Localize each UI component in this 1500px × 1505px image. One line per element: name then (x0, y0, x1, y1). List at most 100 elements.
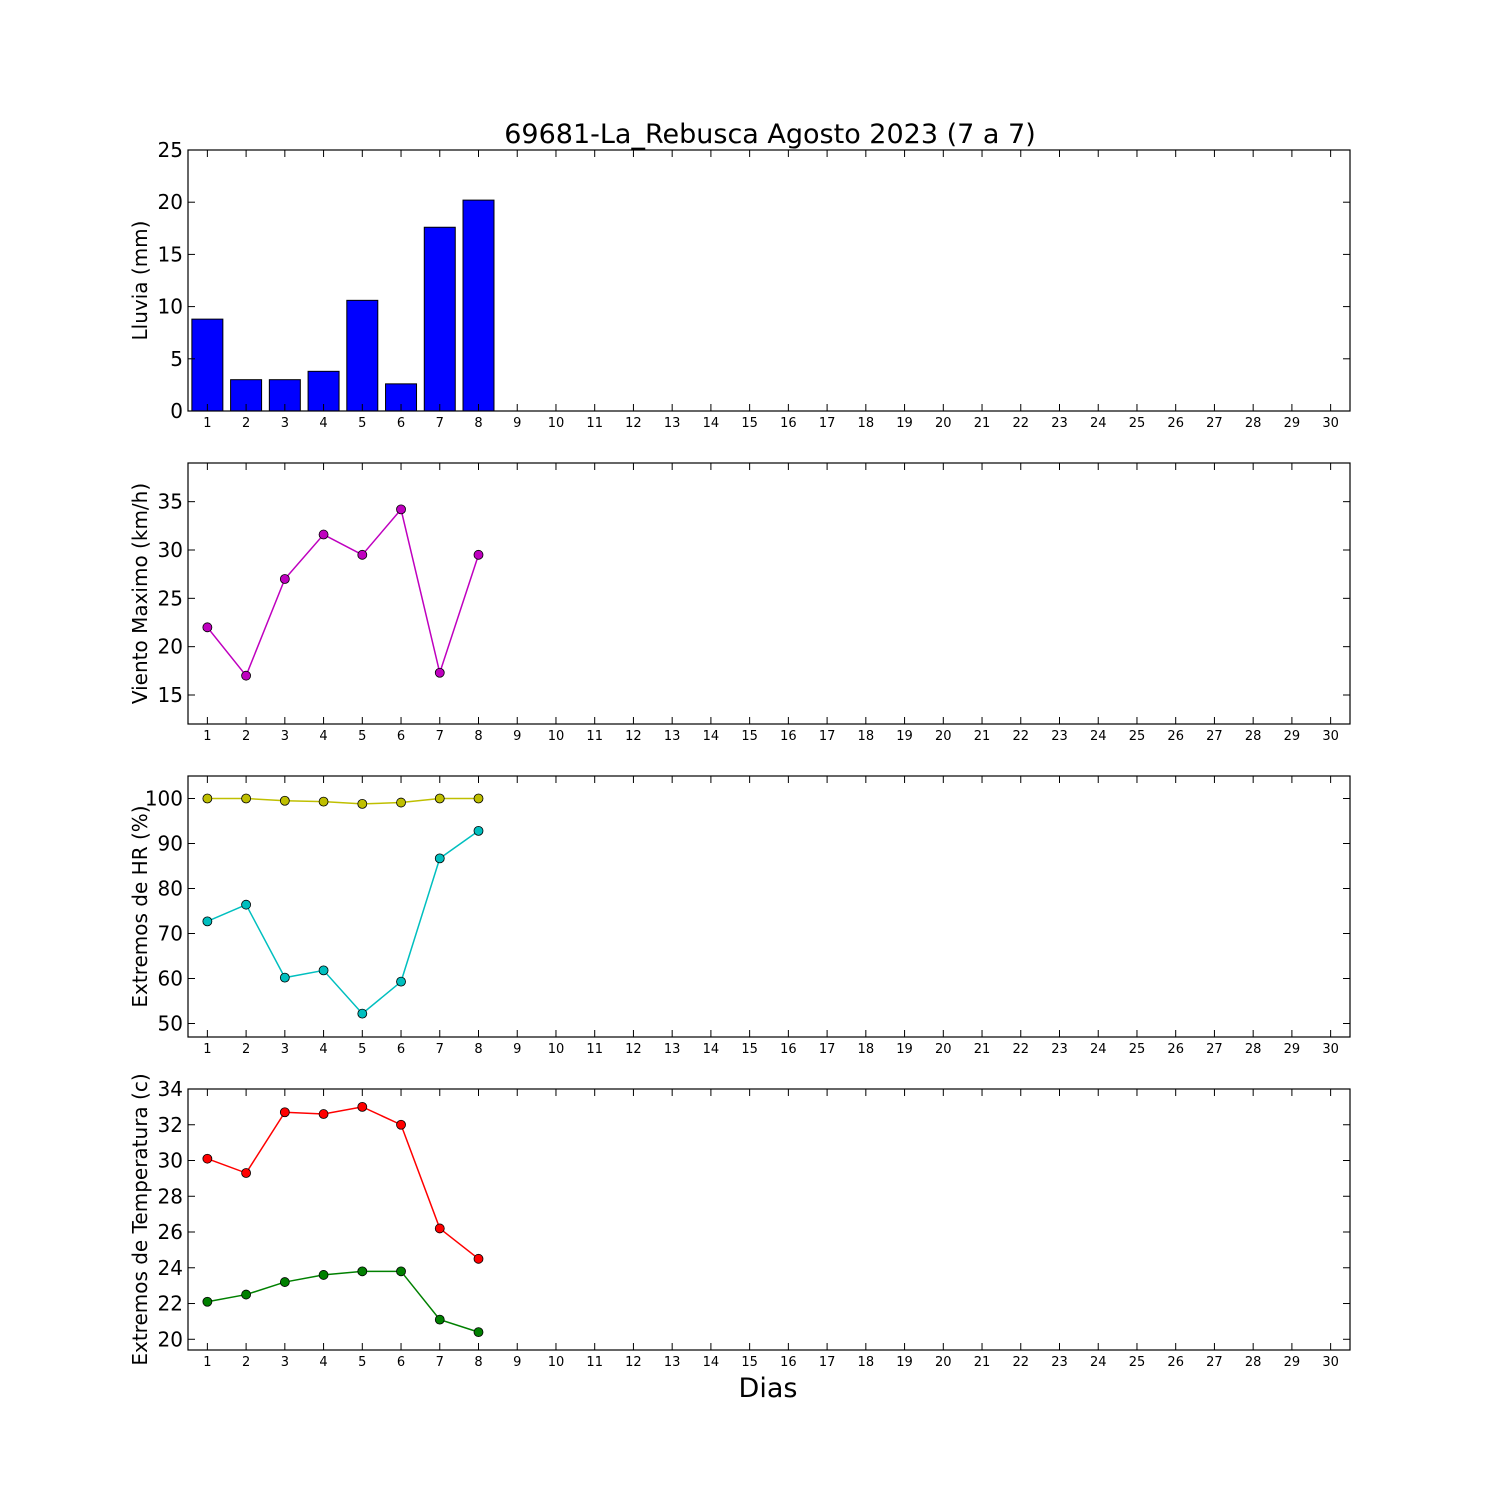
x-tick-label: 12 (625, 729, 642, 744)
x-tick-label: 26 (1167, 1042, 1184, 1057)
y-tick-label: 24 (158, 1256, 183, 1280)
x-tick-label: 5 (358, 416, 366, 431)
x-tick-label: 6 (397, 1042, 405, 1057)
data-point (279, 574, 290, 584)
x-tick-label: 29 (1284, 1042, 1301, 1057)
data-point (473, 826, 484, 836)
y-axis-label: Extremos de Temperatura (c) (128, 1073, 152, 1365)
x-tick-label: 15 (741, 1042, 758, 1057)
x-tick-label: 25 (1129, 1042, 1146, 1057)
data-point (434, 793, 445, 804)
x-tick-label: 25 (1129, 1355, 1146, 1370)
data-point (434, 667, 445, 678)
data-point (202, 916, 213, 927)
x-tick-label: 20 (935, 416, 952, 431)
x-tick-label: 13 (664, 1042, 681, 1057)
x-tick-label: 1 (203, 1355, 211, 1370)
x-tick-label: 10 (548, 416, 565, 431)
y-tick-label: 20 (158, 190, 183, 214)
x-tick-label: 12 (625, 416, 642, 431)
x-tick-label: 15 (741, 729, 758, 744)
plot-frame (187, 775, 1351, 1038)
x-tick-label: 27 (1206, 416, 1223, 431)
x-tick-label: 7 (436, 1355, 444, 1370)
data-point (396, 797, 406, 808)
x-tick-label: 16 (780, 729, 797, 744)
x-tick-label: 11 (586, 416, 603, 431)
x-tick-label: 18 (858, 416, 875, 431)
x-tick-label: 27 (1206, 1042, 1223, 1057)
x-tick-label: 1 (203, 729, 211, 744)
data-point (357, 1008, 368, 1019)
data-point (318, 796, 329, 807)
data-point (241, 1289, 252, 1300)
series-line (206, 507, 480, 678)
x-tick-label: 13 (664, 1355, 681, 1370)
y-tick-label: 20 (158, 635, 183, 659)
x-tick-label: 24 (1090, 1042, 1107, 1057)
x-tick-label: 5 (358, 1355, 366, 1370)
x-tick-label: 26 (1167, 1355, 1184, 1370)
x-tick-label: 24 (1090, 1355, 1107, 1370)
x-tick-label: 2 (242, 416, 250, 431)
data-point (473, 793, 484, 804)
x-tick-label: 9 (513, 1355, 521, 1370)
y-tick-label: 80 (158, 877, 183, 901)
y-tick-label: 5 (170, 347, 183, 371)
x-tick-label: 27 (1206, 729, 1223, 744)
x-axis-label: Dias (739, 1373, 798, 1404)
x-tick-label: 17 (819, 416, 836, 431)
x-tick-label: 2 (242, 1042, 250, 1057)
data-point (279, 1107, 290, 1118)
x-tick-label: 14 (703, 1042, 720, 1057)
x-tick-label: 20 (935, 729, 952, 744)
x-tick-label: 30 (1322, 1355, 1339, 1370)
x-tick-label: 19 (896, 416, 913, 431)
x-tick-label: 13 (664, 729, 681, 744)
data-point (396, 976, 406, 987)
x-tick-label: 10 (548, 1355, 565, 1370)
data-point (202, 1296, 213, 1307)
y-tick-label: 25 (158, 586, 183, 610)
data-point (434, 1223, 445, 1234)
x-tick-label: 1 (203, 416, 211, 431)
x-tick-label: 3 (281, 1042, 289, 1057)
bar (191, 318, 224, 412)
x-tick-label: 4 (319, 1355, 327, 1370)
data-point (279, 795, 290, 806)
data-point (241, 670, 252, 681)
bar (423, 226, 456, 412)
data-point (434, 853, 445, 864)
x-tick-label: 30 (1322, 729, 1339, 744)
x-tick-label: 30 (1322, 1042, 1339, 1057)
data-point (396, 1266, 406, 1277)
series-line (207, 1106, 479, 1260)
x-tick-label: 18 (858, 729, 875, 744)
x-tick-label: 28 (1245, 1042, 1262, 1057)
x-tick-label: 29 (1284, 416, 1301, 431)
x-tick-label: 21 (974, 416, 991, 431)
x-tick-label: 15 (741, 1355, 758, 1370)
x-tick-label: 20 (935, 1042, 952, 1057)
data-point (473, 1253, 484, 1264)
x-tick-label: 17 (819, 1042, 836, 1057)
x-tick-label: 22 (1012, 1042, 1029, 1057)
x-tick-label: 10 (548, 1042, 565, 1057)
data-point (318, 529, 329, 540)
y-axis-label: Lluvia (mm) (128, 221, 152, 341)
x-tick-label: 7 (436, 1042, 444, 1057)
data-point (434, 1314, 445, 1325)
data-point (357, 799, 368, 809)
x-tick-label: 23 (1051, 416, 1068, 431)
x-tick-label: 17 (819, 1355, 836, 1370)
x-tick-label: 14 (703, 1355, 720, 1370)
x-tick-label: 26 (1167, 729, 1184, 744)
x-tick-label: 21 (974, 1355, 991, 1370)
x-tick-label: 22 (1012, 729, 1029, 744)
x-tick-label: 7 (436, 416, 444, 431)
x-tick-label: 24 (1090, 729, 1107, 744)
x-tick-label: 26 (1167, 416, 1184, 431)
